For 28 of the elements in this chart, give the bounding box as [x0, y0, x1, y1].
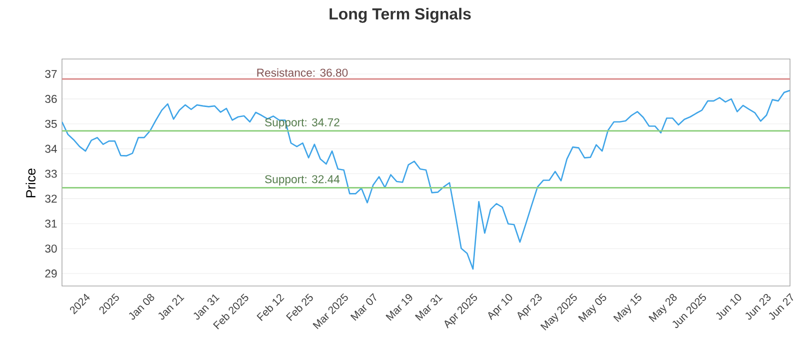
x-tick-label: May 15	[613, 293, 642, 322]
chart-title: Long Term Signals	[330, 8, 471, 23]
y-tick-label: 30	[45, 244, 57, 253]
y-tick-label: 29	[45, 270, 57, 278]
x-tick-label: Jan 21	[158, 294, 184, 320]
x-tick-label: Apr 10	[488, 294, 512, 320]
y-axis-title: Price	[26, 168, 36, 198]
x-tick-label: Mar 07	[350, 293, 376, 321]
y-tick-label: 36	[45, 94, 57, 103]
x-tick-label: Jun 23	[745, 294, 771, 320]
y-tick-label: 35	[45, 120, 57, 128]
y-tick-label: 32	[45, 194, 57, 203]
y-tick-label: 33	[45, 170, 57, 178]
x-tick-label: Jan 31	[194, 294, 220, 320]
x-tick-label: May 05	[578, 293, 606, 322]
y-tick-label: 31	[45, 220, 57, 228]
ref-line-label: Support: 32.44	[265, 175, 340, 186]
y-tick-label: 37	[45, 70, 57, 78]
x-tick-label: Jun 10	[716, 294, 742, 320]
x-tick-label: Feb 25	[286, 294, 313, 321]
line-series	[62, 90, 790, 270]
x-tick-label: Apr 23	[518, 294, 542, 320]
x-tick-label: Mar 31	[414, 294, 443, 321]
ref-line-label: Resistance: 36.80	[257, 68, 348, 77]
y-tick-label: 34	[45, 144, 57, 153]
x-tick-label: Mar 19	[386, 294, 412, 321]
x-tick-label: Feb 12	[256, 294, 284, 321]
x-tick-label: Jan 08	[129, 294, 154, 320]
